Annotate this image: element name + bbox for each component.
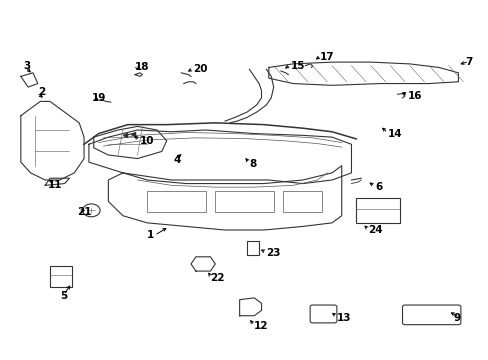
Bar xyxy=(283,191,322,212)
Bar xyxy=(147,191,205,212)
Text: 19: 19 xyxy=(91,93,105,103)
Text: 24: 24 xyxy=(368,225,382,235)
Text: 6: 6 xyxy=(375,182,382,192)
Text: 3: 3 xyxy=(23,61,30,71)
Text: 14: 14 xyxy=(387,129,402,139)
Bar xyxy=(215,191,273,212)
Text: 13: 13 xyxy=(336,312,351,323)
Text: 1: 1 xyxy=(147,230,154,240)
Text: 9: 9 xyxy=(453,312,460,323)
Text: 21: 21 xyxy=(77,207,91,217)
Text: 18: 18 xyxy=(135,63,149,72)
Text: 17: 17 xyxy=(319,52,334,62)
Bar xyxy=(50,266,72,287)
Bar xyxy=(356,198,399,223)
Text: 11: 11 xyxy=(47,180,62,190)
Text: 10: 10 xyxy=(140,136,154,146)
Text: 22: 22 xyxy=(210,273,224,283)
Text: 12: 12 xyxy=(254,321,268,332)
Text: 4: 4 xyxy=(174,156,181,165)
Text: 8: 8 xyxy=(249,159,256,169)
Bar xyxy=(246,241,259,255)
Text: 15: 15 xyxy=(290,61,305,71)
Text: 7: 7 xyxy=(465,57,472,67)
Text: 20: 20 xyxy=(193,64,207,74)
Text: 2: 2 xyxy=(38,87,45,98)
Text: 16: 16 xyxy=(407,91,421,101)
Text: 23: 23 xyxy=(266,248,280,258)
Text: 5: 5 xyxy=(60,291,67,301)
